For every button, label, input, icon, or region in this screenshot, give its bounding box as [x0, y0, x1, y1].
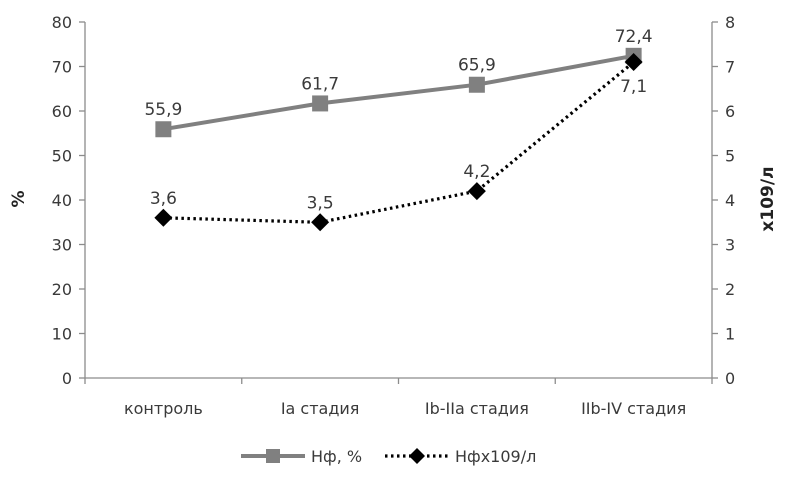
y-left-tick-label: 70 — [52, 58, 72, 77]
y-left-tick-label: 80 — [52, 13, 72, 32]
y-left-tick-label: 10 — [52, 325, 72, 344]
legend: Нф, % Нфх109/л — [241, 447, 536, 466]
y-right-tick-label: 8 — [725, 13, 735, 32]
y-right-tick-label: 7 — [725, 58, 735, 77]
data-label: 4,2 — [463, 162, 490, 182]
legend-marker-diamond — [409, 448, 425, 464]
data-point-diamond — [467, 182, 486, 201]
data-label: 7,1 — [620, 77, 647, 97]
data-label: 55,9 — [144, 100, 182, 120]
data-point-diamond — [624, 53, 643, 72]
y-right-tick-label: 4 — [725, 191, 735, 210]
data-labels: 55,9 61,7 65,9 72,4 3,6 3,5 4,2 7,1 — [144, 27, 652, 213]
series-layer — [154, 47, 643, 232]
x-category-label: контроль — [124, 399, 203, 418]
data-label: 72,4 — [615, 27, 653, 47]
series-line-1 — [163, 53, 634, 132]
y-left-tick-label: 20 — [52, 280, 72, 299]
y-right-tick-label: 2 — [725, 280, 735, 299]
y-left-tick-label: 0 — [62, 369, 72, 388]
x-category-label: IIb-IV стадия — [581, 399, 686, 418]
category-labels: контроль Ia стадия Ib-IIa стадия IIb-IV ста… — [84, 378, 713, 418]
y-right-tick-label: 3 — [725, 236, 735, 255]
y-left-tick-label: 50 — [52, 147, 72, 166]
data-label: 3,5 — [307, 193, 334, 213]
data-label: 61,7 — [301, 74, 339, 94]
left-axis-ticks: 0 10 20 30 40 50 60 70 80 — [52, 13, 85, 388]
data-point-square — [155, 121, 172, 138]
series-line-2 — [163, 60, 635, 224]
data-point-square — [468, 76, 485, 93]
legend-label-2: Нфх109/л — [455, 447, 536, 466]
y-axis-right-label: x109/л — [758, 166, 778, 231]
y-left-tick-label: 40 — [52, 191, 72, 210]
legend-label-1: Нф, % — [311, 447, 362, 466]
data-point-diamond — [311, 213, 330, 232]
y-left-tick-label: 30 — [52, 236, 72, 255]
data-point-diamond — [154, 208, 173, 227]
y-right-tick-label: 5 — [725, 147, 735, 166]
data-label: 3,6 — [150, 189, 177, 209]
data-point-square — [312, 95, 329, 112]
y-axis-left-label: % — [9, 190, 29, 207]
y-right-tick-label: 0 — [725, 369, 735, 388]
x-category-label: Ia стадия — [281, 399, 360, 418]
y-right-tick-label: 6 — [725, 102, 735, 121]
y-left-tick-label: 60 — [52, 102, 72, 121]
right-axis-ticks: 0 1 2 3 4 5 6 7 8 — [712, 13, 735, 388]
data-label: 65,9 — [458, 56, 496, 76]
y-right-tick-label: 1 — [725, 325, 735, 344]
x-category-label: Ib-IIa стадия — [425, 399, 529, 418]
legend-marker-square — [266, 449, 280, 463]
